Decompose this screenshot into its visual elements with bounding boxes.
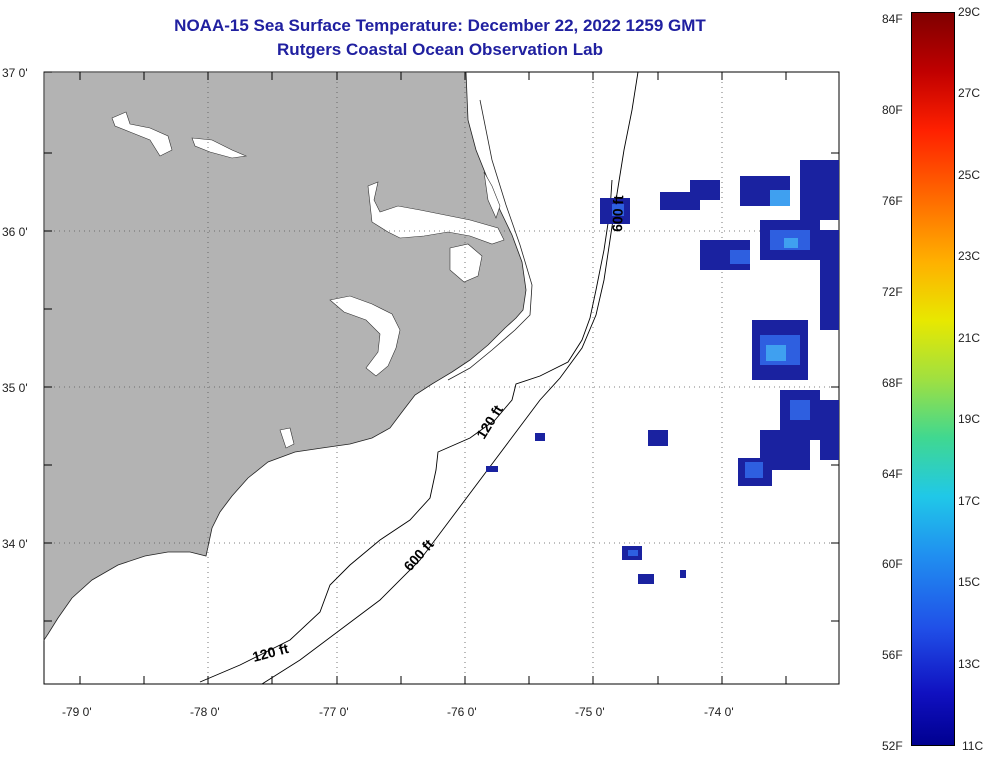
color-scale-bar [911, 12, 955, 746]
lat-label-35: 35 0' [2, 381, 28, 395]
colorbar-c-21: 21C [958, 331, 981, 345]
colorbar-c-13: 13C [958, 657, 981, 671]
colorbar-f-64: 64F [882, 467, 903, 481]
inland-water [111, 111, 505, 449]
colorbar-f-84: 84F [882, 12, 903, 26]
outer-banks [447, 99, 533, 381]
colorbar-c-25: 25C [958, 168, 981, 182]
map-title: NOAA-15 Sea Surface Temperature: Decembe… [174, 16, 706, 35]
colorbar-f-76: 76F [882, 194, 903, 208]
sst-patches [486, 160, 839, 584]
colorbar-f-72: 72F [882, 285, 903, 299]
colorbar-f-52: 52F [882, 739, 903, 753]
colorbar-c-19: 19C [958, 412, 981, 426]
lon-label-74: -74 0' [704, 705, 734, 719]
contour-600ft [261, 71, 639, 685]
lat-label-34: 34 0' [2, 537, 28, 551]
lon-label-79: -79 0' [62, 705, 92, 719]
colorbar-c-29: 29C [958, 5, 981, 19]
contour-label-600ft-north: 600 ft [609, 195, 626, 232]
colorbar-f-60: 60F [882, 557, 903, 571]
map-subtitle: Rutgers Coastal Ocean Observation Lab [277, 40, 603, 59]
contour-120ft [199, 179, 613, 683]
lon-label-75: -75 0' [575, 705, 605, 719]
lat-label-37: 37 0' [2, 66, 28, 80]
colorbar-c-11: 11C [962, 739, 984, 753]
lon-label-78: -78 0' [190, 705, 220, 719]
lon-label-77: -77 0' [319, 705, 349, 719]
lat-label-36: 36 0' [2, 225, 28, 239]
colorbar-f-56: 56F [882, 648, 903, 662]
colorbar-c-17: 17C [958, 494, 981, 508]
colorbar-c-23: 23C [958, 249, 981, 263]
graticule [44, 72, 839, 684]
colorbar-c-27: 27C [958, 86, 981, 100]
colorbar-f-68: 68F [882, 376, 903, 390]
colorbar-c-15: 15C [958, 575, 981, 589]
colorbar-f-80: 80F [882, 103, 903, 117]
lon-label-76: -76 0' [447, 705, 477, 719]
